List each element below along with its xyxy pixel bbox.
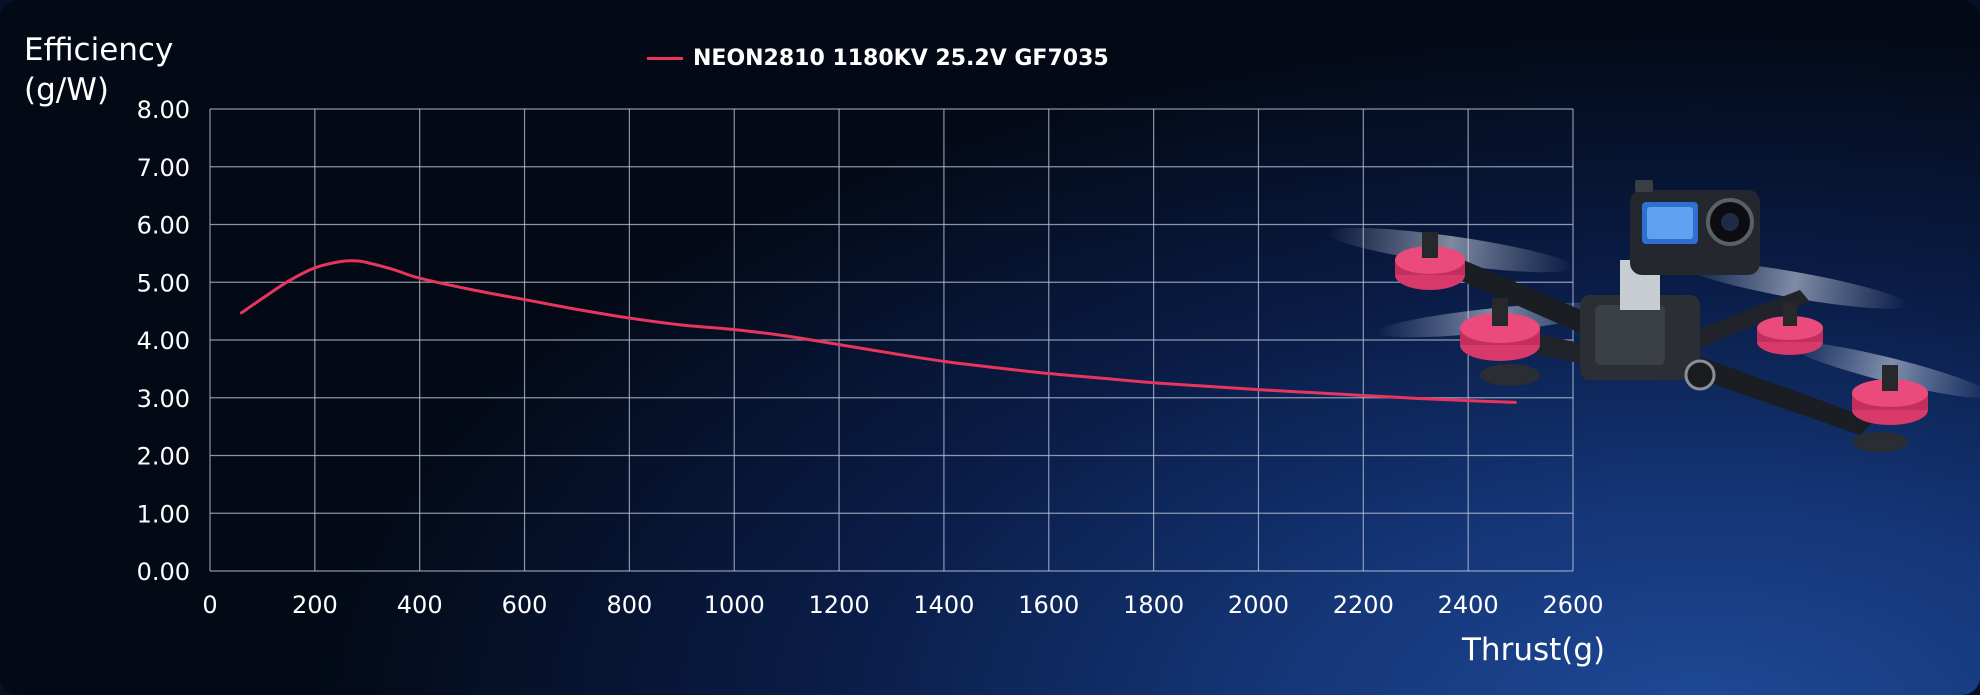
y-axis-label: Efficiency (g/W): [24, 30, 173, 110]
x-tick-label: 2200: [1333, 591, 1394, 619]
x-axis-label: Thrust(g): [1462, 632, 1606, 668]
x-tick-label: 2400: [1438, 591, 1499, 619]
x-tick-labels: 0 200 400 600 800 1000 1200 1400 1600 1800 2000 220…: [202, 591, 1603, 619]
y-tick-label: 2.00: [137, 443, 190, 471]
x-tick-label: 0: [202, 591, 217, 619]
y-tick-label: 0.00: [137, 558, 190, 586]
drone-image: [1330, 180, 1980, 452]
legend[interactable]: NEON2810 1180KV 25.2V GF7035: [647, 46, 1109, 71]
x-tick-label: 1200: [809, 591, 870, 619]
x-tick-label: 2600: [1542, 591, 1603, 619]
x-tick-label: 800: [606, 591, 652, 619]
y-tick-labels: 0.00 1.00 2.00 3.00 4.00 5.00 6.00 7.00 8.00: [137, 96, 190, 586]
x-tick-label: 1600: [1018, 591, 1079, 619]
y-tick-label: 3.00: [137, 385, 190, 413]
y-tick-label: 1.00: [137, 500, 190, 528]
y-tick-label: 4.00: [137, 327, 190, 355]
x-tick-label: 1000: [704, 591, 765, 619]
x-tick-label: 1800: [1123, 591, 1184, 619]
y-tick-label: 5.00: [137, 269, 190, 297]
x-tick-label: 600: [502, 591, 548, 619]
y-tick-label: 8.00: [137, 96, 190, 124]
x-tick-label: 1400: [913, 591, 974, 619]
x-tick-label: 2000: [1228, 591, 1289, 619]
horizontal-gridlines: [210, 108, 1573, 572]
x-tick-label: 200: [292, 591, 338, 619]
legend-swatch: [647, 57, 683, 60]
y-axis-label-line-1: Efficiency: [24, 32, 174, 68]
y-tick-label: 7.00: [137, 154, 190, 182]
series-line-0: [239, 259, 1517, 404]
legend-label: NEON2810 1180KV 25.2V GF7035: [693, 46, 1109, 71]
series-lines: [239, 259, 1517, 404]
x-tick-label: 400: [397, 591, 443, 619]
y-tick-label: 6.00: [137, 212, 190, 240]
y-axis-label-line-2: (g/W): [24, 72, 109, 108]
